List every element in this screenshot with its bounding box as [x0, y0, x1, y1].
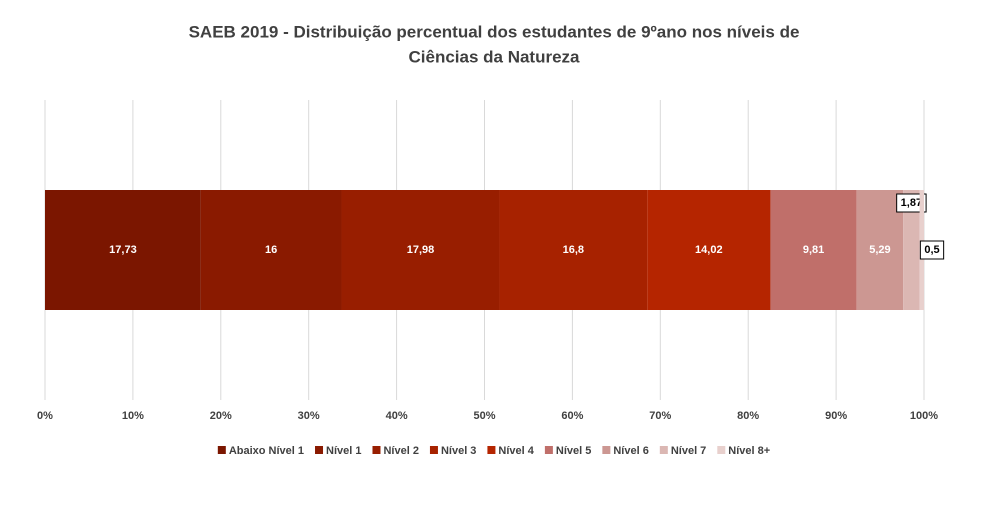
chart-title: SAEB 2019 - Distribuição percentual dos … [189, 22, 800, 41]
x-tick-label: 80% [737, 410, 759, 422]
legend-swatch [217, 446, 226, 454]
data-label: 5,29 [869, 244, 890, 256]
data-label: 17,98 [407, 244, 435, 256]
legend-label: Nível 2 [383, 445, 418, 457]
legend: Abaixo Nível 1 Nível 1 Nível 2 Nível 3 Nível… [217, 445, 770, 457]
x-tick-label: 30% [298, 410, 320, 422]
legend-swatch [659, 446, 668, 454]
x-tick-label: 20% [210, 410, 232, 422]
x-tick-label: 40% [386, 410, 408, 422]
x-tick-label: 100% [910, 410, 938, 422]
bar-segment [341, 190, 500, 310]
data-label: 17,73 [109, 244, 137, 256]
legend-swatch [602, 446, 611, 454]
data-label: 1,87 [901, 197, 922, 209]
x-tick-label: 0% [37, 410, 53, 422]
legend-label: Nível 3 [441, 445, 476, 457]
legend-label: Nível 5 [556, 445, 591, 457]
bar-segment [45, 190, 201, 310]
legend-label: Nível 4 [498, 445, 534, 457]
data-label: 14,02 [695, 244, 723, 256]
data-label-box [919, 240, 945, 260]
x-tick-label: 60% [561, 410, 583, 422]
x-tick-label: 50% [473, 410, 495, 422]
bar-segment [770, 190, 857, 310]
data-label: 16 [265, 244, 277, 256]
legend-swatch [315, 446, 324, 454]
chart-title: Ciências da Natureza [408, 47, 580, 66]
legend-swatch [544, 446, 553, 454]
legend-label: Nível 7 [671, 445, 706, 457]
legend-swatch [487, 446, 496, 454]
data-label: 0,5 [924, 244, 939, 256]
bar-segment [647, 190, 771, 310]
legend-swatch [429, 446, 438, 454]
x-tick-label: 90% [825, 410, 847, 422]
legend-label: Nível 1 [326, 445, 361, 457]
data-label: 16,8 [563, 244, 584, 256]
x-tick-label: 10% [122, 410, 144, 422]
legend-label: Nível 8+ [728, 445, 770, 457]
data-label: 9,81 [803, 244, 824, 256]
data-label-box [896, 193, 927, 213]
legend-swatch [372, 446, 381, 454]
legend-label: Nível 6 [613, 445, 648, 457]
legend-label: Abaixo Nível 1 [229, 445, 304, 457]
bar-segment [200, 190, 342, 310]
bar-segment [856, 190, 904, 310]
legend-swatch [717, 446, 726, 454]
bar-segment [903, 190, 920, 310]
bar-segment [499, 190, 648, 310]
x-tick-label: 70% [649, 410, 671, 422]
